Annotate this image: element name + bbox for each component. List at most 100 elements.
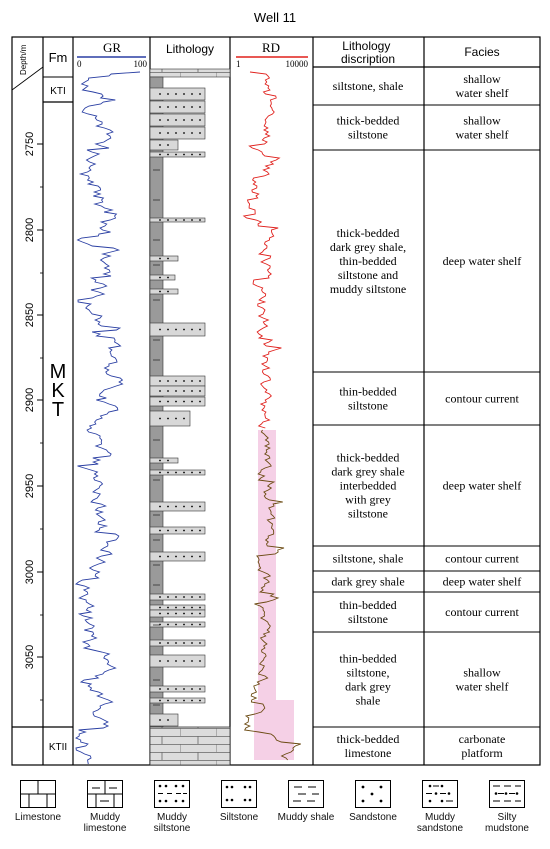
- lithology-bed-dot: [199, 93, 201, 95]
- lithology-bed-dot: [167, 555, 169, 558]
- legend-label: Sandstone: [349, 812, 397, 823]
- interval-facies: shallow water shelf: [456, 72, 509, 100]
- lithology-bed: [149, 100, 206, 114]
- interval-descriptions: siltstone, shale shallow water shelf thick-…: [330, 72, 521, 760]
- interval-description-line: siltstone: [348, 128, 388, 142]
- lithology-bed-dot: [167, 606, 169, 609]
- interval-description-line: shale: [356, 694, 381, 708]
- interval-facies-line: shallow: [463, 72, 501, 86]
- lithology-bed-dot: [183, 400, 185, 403]
- lithology-bed-dot: [191, 328, 193, 331]
- lithology-bed-dot: [199, 219, 201, 221]
- lithology-bed: [149, 713, 179, 727]
- lithology-bed-dot: [175, 688, 177, 690]
- interval-description-line: thin-bedded: [339, 652, 396, 666]
- lithology-bed-dot: [191, 596, 193, 598]
- lithology-bed-dot: [191, 132, 193, 134]
- lithology-bed-dot: [199, 153, 201, 156]
- gr-min-label: 0: [77, 59, 82, 69]
- lithology-bed-dot: [159, 276, 161, 279]
- lithology-bed: [149, 288, 179, 295]
- lithology-bed-dot: [159, 219, 161, 221]
- lithology-bed-dot: [199, 119, 201, 121]
- lithology-bed-dot: [167, 106, 169, 108]
- lithology-bed-dot: [183, 505, 185, 508]
- lithology-bed-dot: [167, 719, 169, 721]
- lithology-bed: [149, 139, 179, 151]
- lithology-bed-dot: [191, 688, 193, 690]
- lithology-bed-dot: [159, 257, 161, 260]
- lithology-bed-dot: [199, 688, 201, 690]
- lithology-bed-dot: [175, 471, 177, 474]
- lithology-bed-dot: [183, 660, 185, 662]
- interval-description-line: thick-bedded: [337, 451, 400, 465]
- lithology-bed-dot: [183, 390, 185, 392]
- lithology-bed-dot: [191, 606, 193, 609]
- lithology-bed-dot: [167, 257, 169, 260]
- lithology-bed-dot: [199, 642, 201, 644]
- formation-column: KTI M K T KTII: [49, 86, 67, 753]
- interval-description-line: siltstone and: [338, 268, 398, 282]
- lithology-bed-dot: [183, 612, 185, 615]
- lithology-bed: [149, 639, 206, 647]
- lithology-bed-dot: [159, 328, 161, 331]
- interval-facies: deep water shelf: [443, 479, 522, 493]
- limestone-bottom-block: [149, 726, 231, 766]
- interval-facies-line: water shelf: [456, 86, 509, 100]
- rd-max-label: 10000: [286, 59, 309, 69]
- interval-description-line: siltstone, shale: [333, 552, 404, 566]
- legend-label: sandstone: [416, 823, 464, 834]
- interval-dividers: [313, 104, 540, 728]
- fm-header: Fm: [49, 50, 68, 65]
- legend-item-siltstone: Siltstone: [206, 780, 272, 823]
- interval-description: thin-bedded siltstone: [339, 385, 396, 413]
- figure-title: Well 11: [254, 10, 296, 25]
- lithology-bed-dot: [199, 623, 201, 626]
- interval-description: siltstone, shale: [333, 552, 404, 566]
- lithology-bed-dot: [175, 400, 177, 403]
- lithology-bed-dot: [167, 596, 169, 598]
- legend-item-muddy-siltstone: Muddy siltstone: [139, 780, 205, 834]
- lithology-bed-dot: [183, 688, 185, 690]
- depth-header: Depth/m: [19, 44, 28, 75]
- lithology-bed-dot: [159, 459, 161, 462]
- interval-facies-line: deep water shelf: [443, 575, 522, 589]
- lithology-bed-dot: [191, 93, 193, 95]
- lithology-bed-dot: [191, 612, 193, 615]
- fm-mkt-label-t: T: [52, 399, 64, 421]
- lithology-bed-dot: [167, 119, 169, 121]
- lithology-bed: [149, 501, 206, 512]
- lithology-bed-dot: [159, 688, 161, 690]
- lithology-bed: [149, 217, 206, 223]
- lithology-bed-dot: [183, 417, 185, 420]
- lithology-bed-dot: [183, 606, 185, 609]
- lithology-bed: [149, 385, 206, 397]
- legend-label: mudstone: [485, 823, 529, 834]
- gr-header: GR: [103, 40, 121, 55]
- lithology-bed-dot: [183, 106, 185, 108]
- interval-description-line: siltstone,: [346, 666, 389, 680]
- legend-item-muddy-shale: Muddy shale: [273, 780, 339, 823]
- depth-tick-label: 3050: [24, 645, 36, 669]
- lithology-bed-dot: [191, 505, 193, 508]
- interval-facies: deep water shelf: [443, 575, 522, 589]
- interval-description-line: siltstone: [348, 399, 388, 413]
- lithology-bed: [149, 410, 191, 427]
- interval-facies-line: contour current: [445, 392, 519, 406]
- lithology-bed-dot: [175, 153, 177, 156]
- fm-mkt-label-k: K: [51, 380, 65, 402]
- interval-description: thin-bedded siltstone: [339, 598, 396, 626]
- legend-label: Muddy: [89, 812, 120, 823]
- lithology-bed-dot: [199, 699, 201, 702]
- lithology-bed-dot: [199, 505, 201, 508]
- lithology-header: Lithology: [166, 42, 214, 56]
- depth-tick-label: 2850: [24, 303, 36, 327]
- lithology-bed-dot: [199, 328, 201, 331]
- lithology-bed: [149, 697, 206, 704]
- lithology-bed-dot: [191, 119, 193, 121]
- gr-curve: [74, 71, 141, 765]
- lithology-bed-dot: [159, 612, 161, 615]
- lithology-bed-dot: [159, 699, 161, 702]
- lithology-bed-dot: [175, 132, 177, 134]
- lithology-bed-dot: [199, 132, 201, 134]
